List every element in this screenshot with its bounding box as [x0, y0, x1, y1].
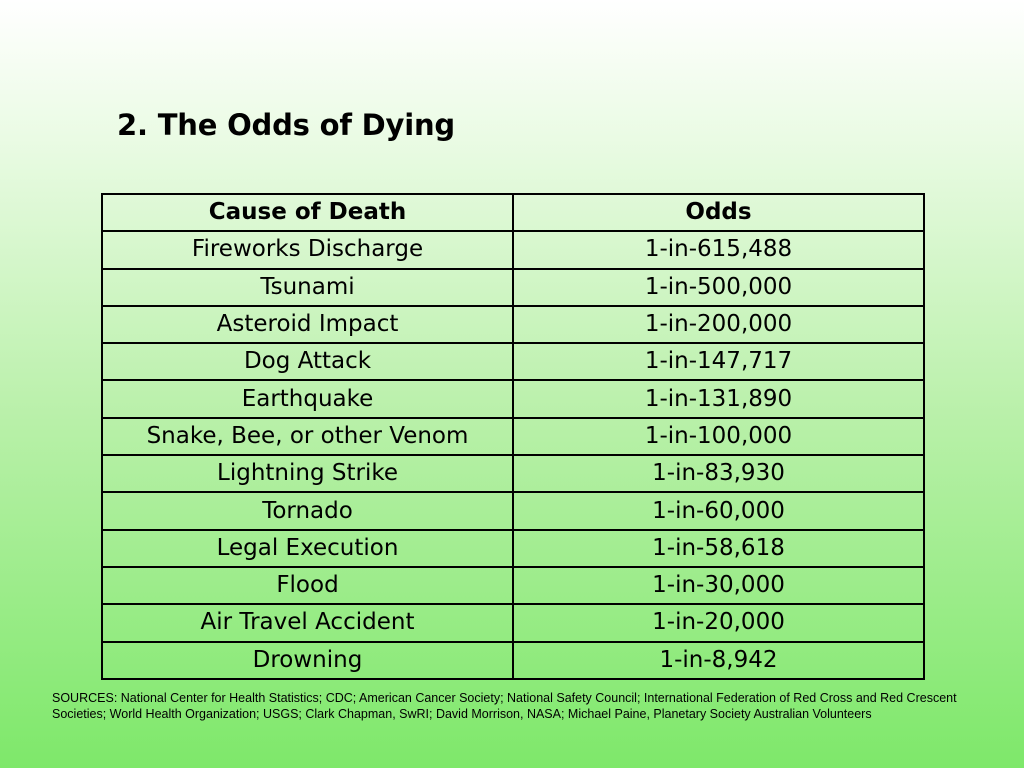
cause-cell: Air Travel Accident — [101, 603, 514, 643]
table-row: Air Travel Accident 1-in-20,000 — [101, 603, 925, 643]
odds-cell: 1-in-615,488 — [512, 230, 925, 270]
header-cause-of-death: Cause of Death — [101, 192, 514, 233]
odds-cell: 1-in-8,942 — [512, 640, 925, 680]
table-row: Dog Attack 1-in-147,717 — [101, 342, 925, 382]
table-row: Lightning Strike 1-in-83,930 — [101, 454, 925, 494]
odds-cell: 1-in-147,717 — [512, 342, 925, 382]
table-row: Snake, Bee, or other Venom 1-in-100,000 — [101, 416, 925, 457]
sources-line-2: Societies; World Health Organization; US… — [52, 707, 872, 721]
odds-cell: 1-in-100,000 — [512, 416, 925, 457]
table-row: Drowning 1-in-8,942 — [101, 640, 925, 680]
cause-cell: Fireworks Discharge — [101, 230, 514, 270]
table-row: Tsunami 1-in-500,000 — [101, 267, 925, 307]
table-row: Tornado 1-in-60,000 — [101, 491, 925, 531]
cause-cell: Lightning Strike — [101, 454, 514, 494]
table-row: Legal Execution 1-in-58,618 — [101, 528, 925, 568]
odds-cell: 1-in-58,618 — [512, 528, 925, 568]
cause-cell: Earthquake — [101, 379, 514, 419]
table-row: Asteroid Impact 1-in-200,000 — [101, 304, 925, 345]
odds-cell: 1-in-83,930 — [512, 454, 925, 494]
cause-cell: Tornado — [101, 491, 514, 531]
table-row: Flood 1-in-30,000 — [101, 565, 925, 606]
cause-cell: Dog Attack — [101, 342, 514, 382]
odds-cell: 1-in-20,000 — [512, 603, 925, 643]
cause-cell: Drowning — [101, 640, 514, 680]
odds-cell: 1-in-500,000 — [512, 267, 925, 307]
cause-cell: Flood — [101, 565, 514, 606]
odds-cell: 1-in-60,000 — [512, 491, 925, 531]
cause-cell: Asteroid Impact — [101, 304, 514, 345]
odds-cell: 1-in-131,890 — [512, 379, 925, 419]
odds-table: Cause of Death Odds Fireworks Discharge … — [101, 192, 925, 680]
odds-cell: 1-in-30,000 — [512, 565, 925, 606]
cause-cell: Snake, Bee, or other Venom — [101, 416, 514, 457]
table-header-row: Cause of Death Odds — [101, 192, 925, 233]
odds-cell: 1-in-200,000 — [512, 304, 925, 345]
sources-footnote: SOURCES: National Center for Health Stat… — [52, 690, 1024, 724]
cause-cell: Legal Execution — [101, 528, 514, 568]
table-row: Fireworks Discharge 1-in-615,488 — [101, 230, 925, 270]
sources-line-1: SOURCES: National Center for Health Stat… — [52, 691, 957, 705]
table-row: Earthquake 1-in-131,890 — [101, 379, 925, 419]
cause-cell: Tsunami — [101, 267, 514, 307]
slide-title: 2. The Odds of Dying — [117, 108, 455, 142]
header-odds: Odds — [512, 192, 925, 233]
